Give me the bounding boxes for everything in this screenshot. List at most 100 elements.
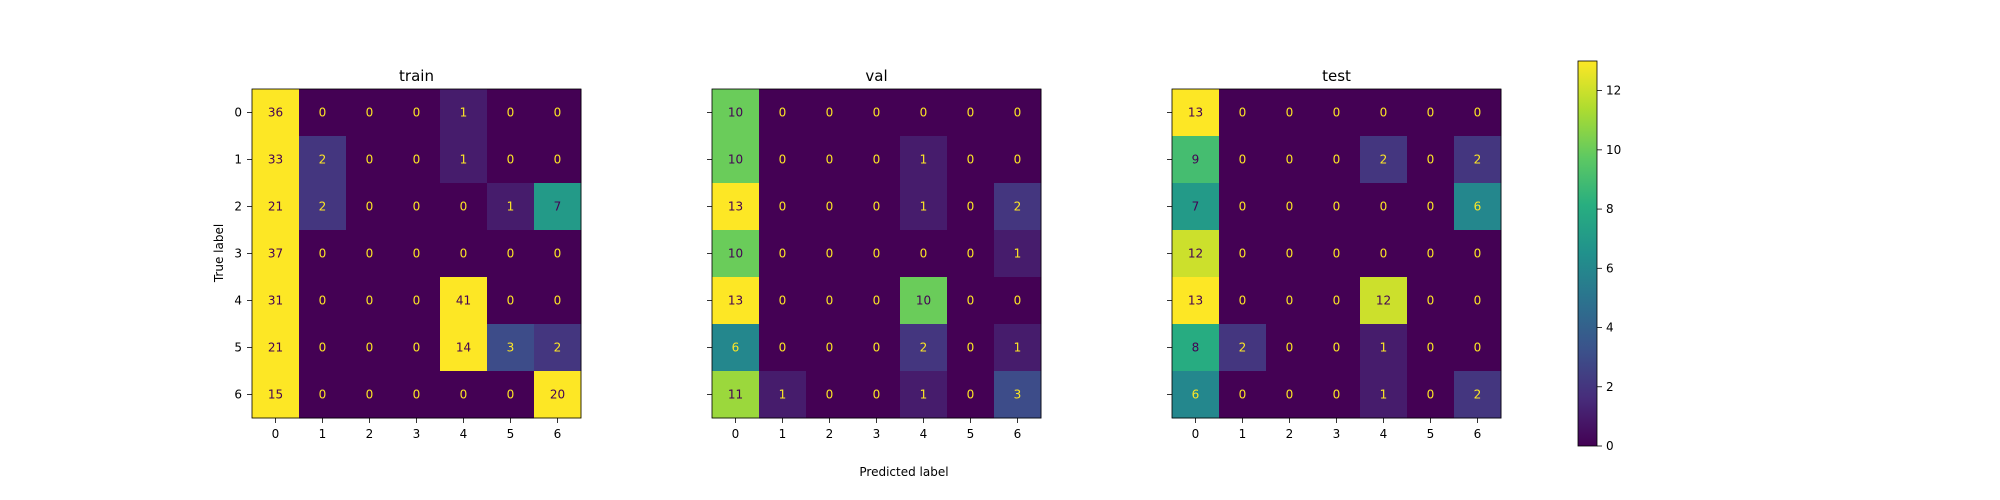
heatmap-cell [759,183,807,231]
cell-value-label: 0 [1427,106,1435,120]
cell-value-label: 0 [1380,247,1388,261]
cell-value-label: 0 [554,294,562,308]
heatmap-cell [393,136,441,184]
x-tick-label: 1 [319,427,327,441]
heatmap-cell [1219,89,1267,137]
cell-value-label: 0 [1474,106,1482,120]
cell-value-label: 0 [779,153,787,167]
heatmap-cell [900,183,948,231]
heatmap-cell [1266,277,1314,325]
heatmap-cell [1172,89,1220,137]
cell-value-label: 0 [1333,388,1341,402]
heatmap-cell [299,183,347,231]
panel-title: test [1322,67,1351,85]
heatmap-cell [1360,277,1408,325]
heatmap-cell [252,324,300,372]
cell-value-label: 0 [873,341,881,355]
colorbar-tick-label: 4 [1606,321,1614,335]
heatmap-cell [440,371,488,419]
heatmap-cell [1313,371,1361,419]
cell-value-label: 0 [366,294,374,308]
cell-value-label: 0 [779,200,787,214]
cell-value-label: 0 [554,153,562,167]
cell-value-label: 0 [1239,247,1247,261]
colorbar-tick-label: 8 [1606,202,1614,216]
cell-value-label: 0 [507,388,515,402]
heatmap-cell [440,324,488,372]
cell-value-label: 0 [1474,341,1482,355]
cell-value-label: 2 [554,341,562,355]
cell-value-label: 0 [507,247,515,261]
x-tick-label: 3 [413,427,421,441]
cell-value-label: 31 [268,294,283,308]
cell-value-label: 0 [1333,106,1341,120]
heatmap-cell [252,183,300,231]
heatmap-cell [487,277,535,325]
cell-value-label: 1 [1014,247,1022,261]
cell-value-label: 2 [1014,200,1022,214]
cell-value-label: 0 [460,200,468,214]
cell-value-label: 0 [1239,294,1247,308]
x-tick-label: 3 [1333,427,1341,441]
heatmap-cell [1266,371,1314,419]
cell-value-label: 12 [1376,294,1391,308]
cell-value-label: 0 [826,200,834,214]
cell-value-label: 0 [1286,106,1294,120]
x-tick-label: 2 [826,427,834,441]
cell-value-label: 7 [1192,200,1200,214]
x-tick-label: 5 [1427,427,1435,441]
heatmap-cell [1172,183,1220,231]
heatmap-cell [947,230,995,278]
colorbar-tick-label: 12 [1606,84,1621,98]
heatmap-cell [853,277,901,325]
cell-value-label: 0 [1286,200,1294,214]
cell-value-label: 1 [920,153,928,167]
heatmap-cell [1219,371,1267,419]
heatmap-cell [487,136,535,184]
cell-value-label: 0 [1333,341,1341,355]
heatmap-cell [1407,183,1455,231]
cell-value-label: 0 [1474,247,1482,261]
heatmap-cell [994,136,1042,184]
heatmap-cell [1360,136,1408,184]
cell-value-label: 0 [319,341,327,355]
heatmap-cell [759,371,807,419]
heatmap-cell [1454,371,1502,419]
heatmap-cell [947,136,995,184]
heatmap-cell [759,230,807,278]
cell-value-label: 1 [1014,341,1022,355]
cell-value-label: 0 [1239,388,1247,402]
heatmap-cell [1407,230,1455,278]
cell-value-label: 0 [826,294,834,308]
cell-value-label: 0 [1286,388,1294,402]
cell-value-label: 8 [1192,341,1200,355]
heatmap-cell [712,371,760,419]
cell-value-label: 0 [1014,294,1022,308]
cell-value-label: 0 [460,247,468,261]
cell-value-label: 0 [1427,341,1435,355]
colorbar: 0 2 4 6 8 10 12 [1577,60,1621,453]
cell-value-label: 0 [413,106,421,120]
heatmap-cell [393,89,441,137]
heatmap-cell [487,183,535,231]
heatmap-cell [1172,277,1220,325]
heatmap-cell [712,136,760,184]
heatmap-cell [487,89,535,137]
cell-value-label: 21 [268,200,283,214]
cell-value-label: 0 [507,294,515,308]
cell-value-label: 15 [268,388,283,402]
heatmap-cell [947,183,995,231]
heatmap-cell [1454,230,1502,278]
cell-value-label: 2 [1474,388,1482,402]
heatmap-cell [346,277,394,325]
heatmap-cell [994,277,1042,325]
y-axis-label: True label [212,224,226,283]
heatmap-cell [1219,324,1267,372]
heatmap-cell [712,89,760,137]
cell-value-label: 0 [873,247,881,261]
panels-layer: 36 0 0 0 1 0 033 2 0 0 1 0 021 2 0 0 0 1 737 0 0 0 0 0 031 0 0 0 41 0… [234,67,1502,441]
y-tick-label: 2 [234,200,242,214]
cell-value-label: 0 [920,247,928,261]
x-tick-label: 5 [967,427,975,441]
heatmap-cell [806,230,854,278]
